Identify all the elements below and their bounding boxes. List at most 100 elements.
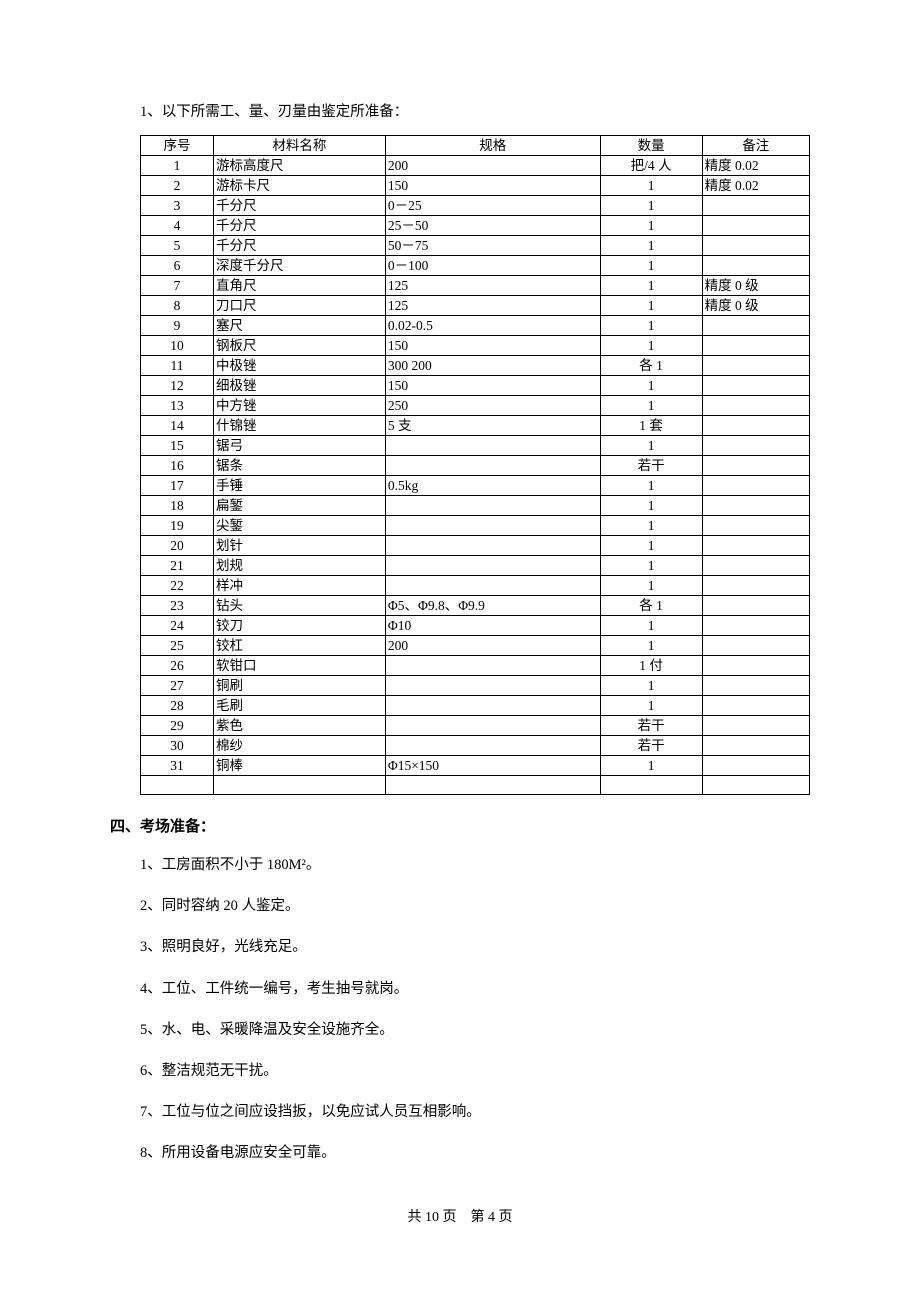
table-cell — [702, 636, 809, 656]
table-cell: 5 支 — [385, 416, 600, 436]
list-item: 6、整洁规范无干扰。 — [110, 1060, 810, 1083]
table-row: 14什锦锉5 支1 套 — [141, 416, 810, 436]
table-row: 12细极锉1501 — [141, 376, 810, 396]
table-row: 28毛刷1 — [141, 696, 810, 716]
list-item: 2、同时容纳 20 人鉴定。 — [110, 895, 810, 918]
table-cell: 28 — [141, 696, 214, 716]
table-cell — [702, 476, 809, 496]
table-cell — [385, 656, 600, 676]
table-cell: 31 — [141, 756, 214, 776]
table-cell: 锯弓 — [214, 436, 386, 456]
table-cell — [385, 556, 600, 576]
table-cell: 游标高度尺 — [214, 156, 386, 176]
table-cell: 29 — [141, 716, 214, 736]
table-cell: 铰刀 — [214, 616, 386, 636]
table-cell — [702, 616, 809, 636]
table-cell: 14 — [141, 416, 214, 436]
table-cell: 22 — [141, 576, 214, 596]
table-cell — [702, 776, 809, 795]
table-row: 20划针1 — [141, 536, 810, 556]
table-cell: 0－25 — [385, 196, 600, 216]
table-cell: 1 — [600, 216, 702, 236]
table-cell: 细极锉 — [214, 376, 386, 396]
table-cell: 150 — [385, 376, 600, 396]
table-cell — [385, 716, 600, 736]
table-cell: 200 — [385, 156, 600, 176]
table-cell: 125 — [385, 296, 600, 316]
table-cell: 中方锉 — [214, 396, 386, 416]
table-cell — [600, 776, 702, 795]
table-cell: 1 — [600, 636, 702, 656]
table-cell — [702, 696, 809, 716]
table-row: 21划规1 — [141, 556, 810, 576]
table-cell: 17 — [141, 476, 214, 496]
table-cell: 0.5kg — [385, 476, 600, 496]
table-cell: 1 — [600, 576, 702, 596]
table-cell: 各 1 — [600, 356, 702, 376]
table-cell: 200 — [385, 636, 600, 656]
table-cell: 游标卡尺 — [214, 176, 386, 196]
table-cell: 划针 — [214, 536, 386, 556]
table-cell — [702, 676, 809, 696]
table-cell — [385, 676, 600, 696]
table-cell: 塞尺 — [214, 316, 386, 336]
table-cell: Φ5、Φ9.8、Φ9.9 — [385, 596, 600, 616]
table-cell: 划规 — [214, 556, 386, 576]
table-cell: 1 — [600, 176, 702, 196]
table-row: 22样冲1 — [141, 576, 810, 596]
table-cell: 26 — [141, 656, 214, 676]
table-cell: 中极锉 — [214, 356, 386, 376]
col-header-name: 材料名称 — [214, 136, 386, 156]
table-row: 7直角尺1251精度 0 级 — [141, 276, 810, 296]
table-cell: 铰杠 — [214, 636, 386, 656]
table-row: 15锯弓1 — [141, 436, 810, 456]
list-item: 3、照明良好，光线充足。 — [110, 936, 810, 959]
table-cell — [385, 576, 600, 596]
table-cell: 25－50 — [385, 216, 600, 236]
table-row: 29紫色若干 — [141, 716, 810, 736]
table-row: 17手锤0.5kg1 — [141, 476, 810, 496]
table-cell: 1 — [600, 616, 702, 636]
table-cell: 11 — [141, 356, 214, 376]
table-cell: 尖錾 — [214, 516, 386, 536]
table-row: 31铜棒Φ15×1501 — [141, 756, 810, 776]
table-cell — [385, 736, 600, 756]
table-cell: 精度 0 级 — [702, 276, 809, 296]
table-cell: 6 — [141, 256, 214, 276]
table-cell: 紫色 — [214, 716, 386, 736]
table-cell — [385, 456, 600, 476]
table-cell — [702, 596, 809, 616]
table-cell — [702, 396, 809, 416]
table-cell — [702, 216, 809, 236]
table-cell: 9 — [141, 316, 214, 336]
table-cell — [702, 576, 809, 596]
table-cell: 钻头 — [214, 596, 386, 616]
table-cell: 千分尺 — [214, 216, 386, 236]
table-cell: 精度 0.02 — [702, 156, 809, 176]
table-cell — [702, 656, 809, 676]
table-cell: 1 — [600, 316, 702, 336]
table-cell — [214, 776, 386, 795]
table-header-row: 序号 材料名称 规格 数量 备注 — [141, 136, 810, 156]
table-cell — [702, 416, 809, 436]
table-row: 24铰刀Φ101 — [141, 616, 810, 636]
table-cell: 2 — [141, 176, 214, 196]
table-cell: 1 — [600, 396, 702, 416]
table-row: 18扁錾1 — [141, 496, 810, 516]
table-cell: 扁錾 — [214, 496, 386, 516]
table-cell: 0－100 — [385, 256, 600, 276]
table-cell: 1 — [600, 236, 702, 256]
list-item: 4、工位、工件统一编号，考生抽号就岗。 — [110, 978, 810, 1001]
table-row: 3千分尺0－251 — [141, 196, 810, 216]
table-cell: 20 — [141, 536, 214, 556]
table-cell: 各 1 — [600, 596, 702, 616]
page-footer: 共 10 页 第 4 页 — [110, 1206, 810, 1226]
table-cell — [702, 716, 809, 736]
table-row: 25铰杠2001 — [141, 636, 810, 656]
table-cell: 1 — [600, 516, 702, 536]
table-cell: 1 — [600, 476, 702, 496]
table-cell: 23 — [141, 596, 214, 616]
table-cell: 0.02-0.5 — [385, 316, 600, 336]
table-cell: 1 — [600, 756, 702, 776]
table-cell: 5 — [141, 236, 214, 256]
